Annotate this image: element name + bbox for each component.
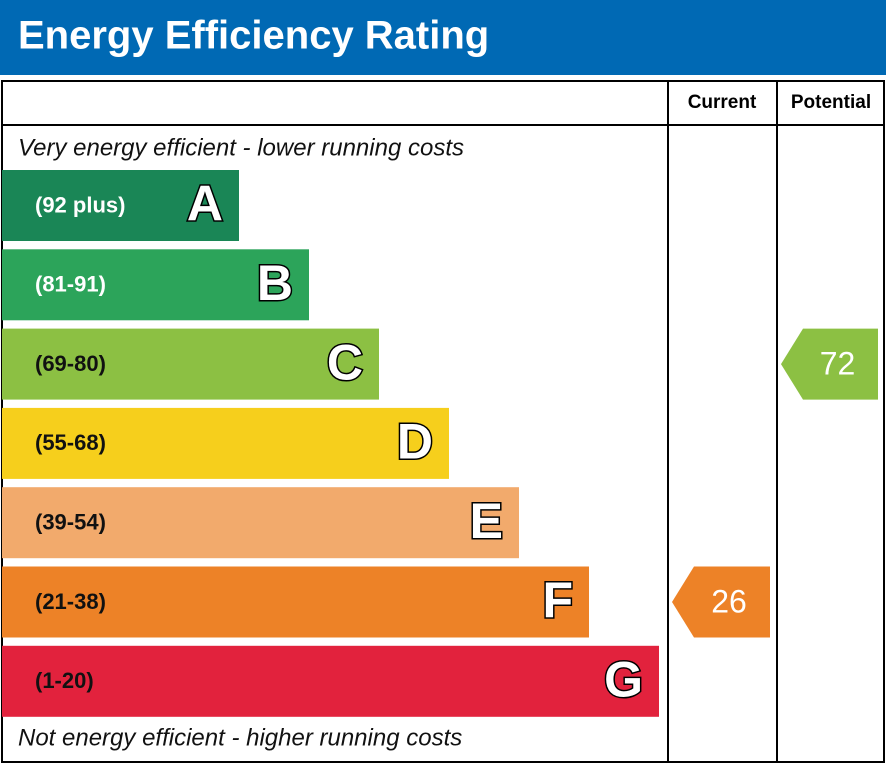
band-range: (92 plus) (35, 192, 125, 217)
band-letter: C (327, 334, 363, 390)
column-header: Potential (791, 92, 871, 113)
band-letter: G (604, 652, 643, 708)
bottom-note: Not energy efficient - higher running co… (18, 724, 462, 751)
band-letter: F (542, 572, 573, 628)
band-range: (81-91) (35, 272, 106, 297)
band-letter: B (257, 255, 293, 311)
band-range: (21-38) (35, 589, 106, 614)
header-bar (0, 0, 886, 75)
band-bar (2, 566, 589, 638)
band-bar (2, 407, 449, 479)
rating-arrow (781, 328, 878, 400)
band-range: (1-20) (35, 668, 94, 693)
rating-value: 72 (820, 346, 856, 382)
top-note: Very energy efficient - lower running co… (18, 134, 464, 161)
band-bar (2, 328, 379, 400)
band-range: (55-68) (35, 430, 106, 455)
band-bar (2, 487, 519, 559)
band-range: (69-80) (35, 351, 106, 376)
band-bar (2, 645, 659, 717)
band-letter: A (187, 176, 223, 232)
title: Energy Efficiency Rating (18, 14, 489, 58)
band-bar (2, 170, 239, 241)
band-range: (39-54) (35, 510, 106, 535)
rating-arrow (672, 566, 770, 638)
rating-value: 26 (711, 583, 747, 619)
column-header: Current (688, 92, 757, 113)
band-bar (2, 249, 309, 321)
band-letter: D (397, 414, 433, 470)
band-letter: E (470, 493, 503, 549)
